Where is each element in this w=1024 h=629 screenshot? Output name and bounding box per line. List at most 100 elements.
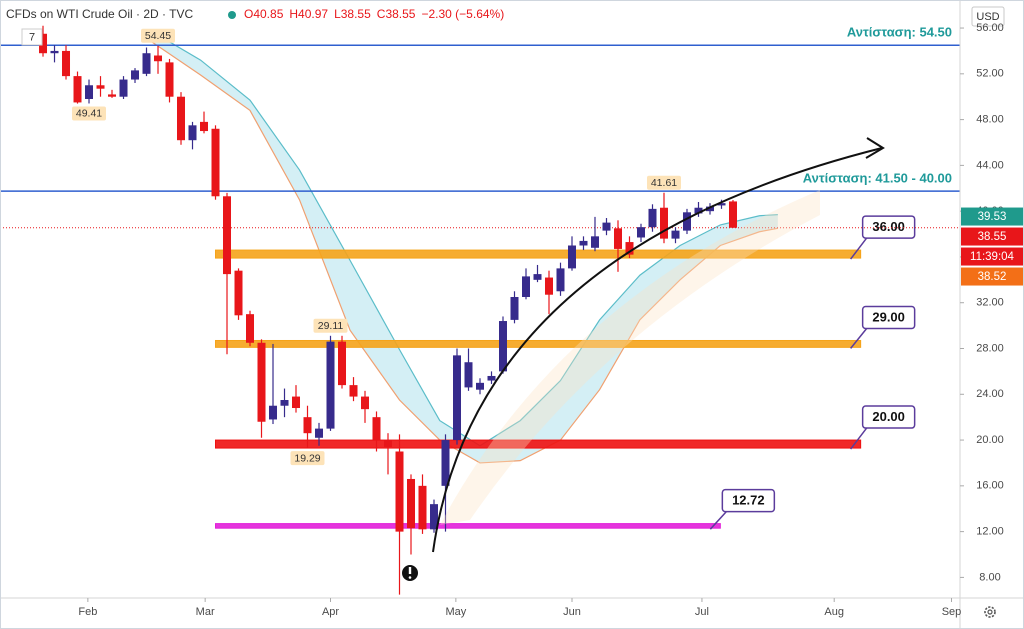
x-tick-label: Sep (942, 606, 962, 618)
candle-body (280, 400, 289, 406)
support-zone (215, 439, 862, 449)
extreme-label-bg (646, 175, 681, 190)
candle-body (165, 62, 174, 97)
extreme-label: 54.45 (145, 30, 171, 42)
y-tick-label: 52.00 (976, 68, 1004, 80)
currency[interactable]: USD (976, 11, 999, 23)
price-label-bg (961, 227, 1023, 246)
candle-body (430, 504, 439, 530)
candle-body (694, 207, 703, 214)
candle-body (361, 396, 370, 410)
x-tick-label: May (445, 606, 466, 618)
price-label-bg (961, 207, 1023, 226)
candle-body (50, 50, 59, 54)
candle-body (154, 55, 163, 62)
resistance-label: Αντίσταση: 54.50 (847, 25, 952, 40)
y-tick-label: 16.00 (976, 480, 1004, 492)
candle-body (671, 230, 680, 239)
extreme-label-bg (141, 28, 176, 43)
price-label: 39.53 (978, 211, 1007, 223)
callout-box (861, 305, 916, 330)
extreme-label-bg (72, 106, 107, 121)
x-tick-label: Feb (78, 606, 97, 618)
candle-body (717, 203, 726, 206)
resistance-label: Αντίσταση: 41.50 - 40.00 (803, 171, 952, 186)
candle-body (384, 440, 393, 447)
extreme-label: 41.61 (651, 177, 677, 189)
candle-body (705, 206, 714, 212)
callout-label: 12.72 (732, 493, 765, 508)
candle-body (257, 342, 266, 422)
candle-body (407, 478, 416, 529)
candle-body (533, 274, 542, 280)
candle-body (613, 228, 622, 249)
candle-body (567, 245, 576, 269)
callout-pointer (850, 328, 868, 349)
y-tick-label: 56.00 (976, 22, 1004, 34)
extreme-label: 49.41 (76, 108, 102, 120)
y-tick-label: 12.00 (976, 526, 1004, 538)
candle-body (476, 382, 484, 390)
candle-body (246, 314, 255, 343)
callout-box (861, 215, 916, 239)
candle-body (292, 396, 301, 409)
currency-box[interactable] (971, 6, 1005, 27)
candle-body (648, 208, 657, 228)
callout-box (861, 405, 916, 429)
chart-title: CFDs on WTI Crude Oil · 2D · TVC (6, 7, 193, 21)
candle-body (62, 50, 71, 77)
ohlc-value: L38.55 (334, 7, 371, 21)
ohlc-value: C38.55 (377, 7, 416, 21)
callout-pointer (709, 511, 727, 530)
trend-arrow (432, 147, 883, 553)
candle-body (188, 125, 197, 141)
candle-body (464, 362, 473, 388)
y-tick-label: 20.00 (976, 434, 1004, 446)
price-label: 11:39:04 (970, 251, 1015, 263)
indicator-line (149, 40, 778, 464)
status-dot (228, 11, 236, 19)
ohlc-value: −2.30 (−5.64%) (421, 7, 504, 21)
event-icon (402, 565, 418, 581)
candle-body (223, 196, 232, 275)
settings-icon[interactable] (984, 606, 996, 618)
candle-body (303, 417, 312, 434)
callout-box (721, 488, 776, 513)
candle-body (556, 268, 565, 292)
candle-body (269, 405, 278, 420)
candle-body (119, 79, 128, 97)
extreme-label-bg (313, 318, 348, 333)
pane-badge[interactable]: 7 (29, 31, 35, 43)
candle-body (142, 53, 151, 74)
candle-body (521, 276, 530, 297)
candle-body (234, 270, 243, 316)
candle-body (453, 355, 462, 441)
candle-body (498, 321, 507, 372)
candle-body (315, 428, 324, 438)
x-tick-label: Mar (196, 606, 215, 618)
candle-body (590, 236, 599, 248)
candle-body (418, 485, 427, 530)
trend-arrow-head (865, 137, 885, 159)
y-tick-label: 24.00 (976, 388, 1004, 400)
candle-body (510, 296, 519, 320)
candle-body (636, 227, 645, 238)
candle-body (728, 201, 737, 228)
extreme-label-bg (290, 451, 325, 466)
price-label: 38.55 (978, 231, 1007, 243)
candle-body (372, 417, 381, 441)
candle-body (579, 240, 588, 246)
candle-body (96, 85, 105, 89)
support-zone (215, 249, 862, 259)
candle-body (177, 96, 186, 141)
callout-label: 36.00 (872, 219, 905, 234)
indicator-line (149, 29, 778, 447)
candle-body (108, 94, 117, 97)
support-zone (215, 523, 721, 529)
pane-badge-box[interactable] (21, 28, 43, 46)
callout-label: 29.00 (872, 309, 905, 324)
y-tick-label: 32.00 (976, 297, 1004, 309)
projection-cone (440, 190, 820, 525)
cloud-fill (149, 30, 778, 463)
